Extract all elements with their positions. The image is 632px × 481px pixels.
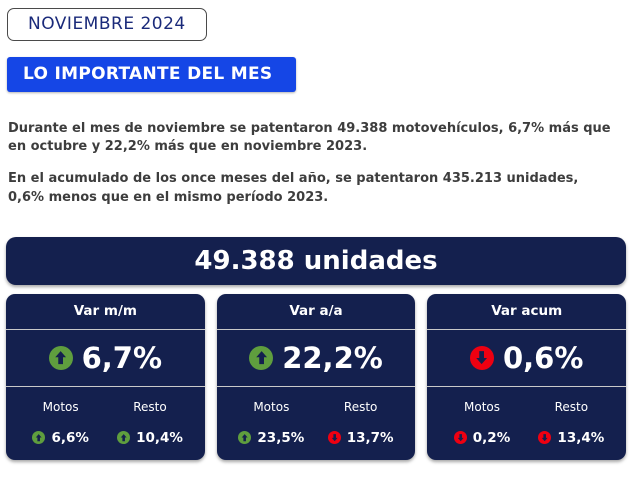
breakdown-value-row: 6,6% bbox=[32, 429, 89, 446]
breakdown-value-row: 13,4% bbox=[538, 430, 604, 446]
down-arrow-icon bbox=[469, 345, 494, 370]
breakdown-value: 13,4% bbox=[557, 429, 605, 446]
section-title-banner: LO IMPORTANTE DEL MES bbox=[7, 57, 297, 92]
breakdown-value-row: 13,7% bbox=[327, 429, 394, 446]
breakdown-value: 6,6% bbox=[51, 429, 89, 446]
breakdown-value-row: 23,5% bbox=[238, 430, 304, 446]
kpi-card-main-value-row: 0,6% bbox=[427, 330, 627, 387]
breakdown-label: Resto bbox=[554, 399, 589, 414]
kpi-card-breakdown: Motos 6,6% Resto 10,4% bbox=[6, 387, 205, 460]
summary-paragraph-month: Durante el mes de noviembre se patentaro… bbox=[8, 121, 611, 155]
breakdown-value: 0,2% bbox=[472, 429, 511, 446]
down-arrow-icon bbox=[453, 431, 467, 445]
breakdown-value-row: 0,2% bbox=[453, 429, 511, 446]
breakdown-resto: Resto 13,4% bbox=[527, 400, 616, 446]
kpi-card-title: Var m/m bbox=[6, 294, 205, 330]
breakdown-motos: Motos 23,5% bbox=[227, 400, 316, 446]
summary-text-block: Durante el mes de noviembre se patentaro… bbox=[8, 120, 626, 207]
breakdown-value: 13,7% bbox=[346, 429, 394, 446]
kpi-card-title: Var acum bbox=[427, 294, 627, 330]
breakdown-motos: Motos 0,2% bbox=[437, 400, 526, 446]
up-arrow-icon bbox=[48, 345, 73, 370]
kpi-card-var-mm: Var m/m 6,7% Motos 6,6% Resto 10 bbox=[6, 293, 205, 460]
kpi-card-breakdown: Motos 0,2% Resto 13,4% bbox=[427, 387, 626, 460]
total-units-value: 49.388 unidades bbox=[194, 245, 438, 276]
up-arrow-icon bbox=[238, 431, 252, 445]
down-arrow-icon bbox=[327, 431, 341, 445]
kpi-cards-row: Var m/m 6,7% Motos 6,6% Resto 10 bbox=[6, 293, 627, 460]
kpi-card-var-acum: Var acum 0,6% Motos 0,2% Resto 1 bbox=[427, 293, 627, 460]
kpi-card-main-value-row: 6,7% bbox=[6, 330, 205, 387]
kpi-card-title: Var a/a bbox=[216, 294, 416, 330]
breakdown-value-row: 10,4% bbox=[117, 430, 183, 446]
breakdown-resto: Resto 10,4% bbox=[105, 400, 194, 446]
month-badge: NOVIEMBRE 2024 bbox=[7, 8, 207, 41]
up-arrow-icon bbox=[117, 431, 131, 445]
down-arrow-icon bbox=[538, 431, 552, 445]
breakdown-label: Motos bbox=[464, 399, 500, 414]
total-units-banner: 49.388 unidades bbox=[6, 236, 626, 285]
kpi-card-value: 0,6% bbox=[502, 340, 584, 375]
summary-paragraph-accumulated: En el acumulado de los once meses del añ… bbox=[8, 171, 579, 205]
breakdown-value: 10,4% bbox=[136, 429, 183, 446]
breakdown-label: Motos bbox=[253, 399, 290, 414]
up-arrow-icon bbox=[249, 345, 274, 370]
breakdown-label: Resto bbox=[133, 399, 167, 414]
kpi-card-value: 6,7% bbox=[81, 340, 163, 375]
breakdown-motos: Motos 6,6% bbox=[16, 400, 105, 446]
kpi-card-var-aa: Var a/a 22,2% Motos 23,5% Resto bbox=[216, 293, 416, 460]
breakdown-value: 23,5% bbox=[257, 429, 305, 446]
breakdown-label: Motos bbox=[42, 399, 79, 414]
breakdown-label: Resto bbox=[343, 399, 378, 414]
up-arrow-icon bbox=[32, 431, 46, 445]
kpi-card-main-value-row: 22,2% bbox=[216, 330, 416, 387]
kpi-card-breakdown: Motos 23,5% Resto 13,7% bbox=[217, 387, 416, 460]
kpi-card-value: 22,2% bbox=[282, 340, 383, 375]
breakdown-resto: Resto 13,7% bbox=[316, 400, 405, 446]
